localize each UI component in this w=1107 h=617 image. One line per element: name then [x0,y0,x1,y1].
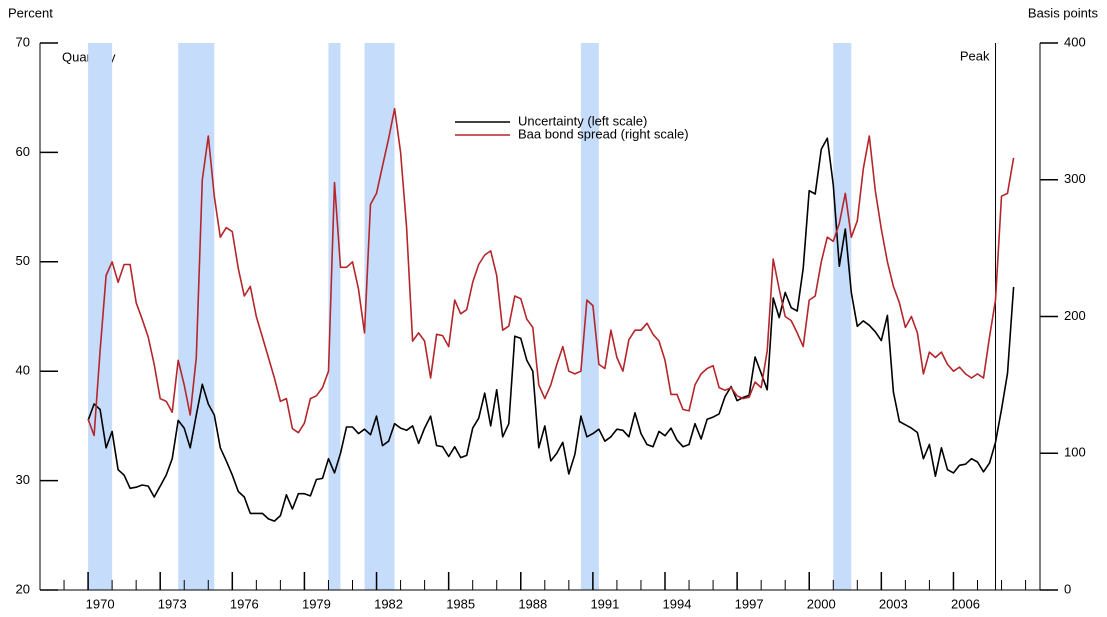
peak-label: Peak [960,48,990,63]
recession-band [364,43,395,590]
y2-tick-label: 200 [1064,308,1086,323]
legend-label: Baa bond spread (right scale) [518,126,689,141]
recession-band [580,43,599,590]
y-axis-label: Percent [8,5,53,20]
y-tick-label: 20 [16,581,30,596]
y2-axis-label: Basis points [1028,5,1099,20]
x-tick-label: 2006 [951,596,980,611]
x-tick-label: 1970 [86,596,115,611]
x-tick-label: 2000 [807,596,836,611]
x-tick-label: 1982 [374,596,403,611]
y2-tick-label: 300 [1064,171,1086,186]
recession-band [88,43,113,590]
x-tick-label: 1985 [446,596,475,611]
y2-tick-label: 400 [1064,34,1086,49]
x-tick-label: 1991 [590,596,619,611]
y-tick-label: 70 [16,34,30,49]
y-tick-label: 30 [16,472,30,487]
y2-tick-label: 0 [1064,581,1071,596]
recession-band [328,43,341,590]
x-tick-label: 1997 [735,596,764,611]
series-line [87,107,1015,437]
series-line [87,137,1015,522]
x-tick-label: 2003 [879,596,908,611]
recession-band [178,43,215,590]
y2-tick-label: 100 [1064,445,1086,460]
x-tick-label: 1994 [663,596,692,611]
x-tick-label: 1976 [230,596,259,611]
y-tick-label: 50 [16,253,30,268]
y-tick-label: 60 [16,144,30,159]
x-tick-label: 1988 [518,596,547,611]
legend-label: Uncertainty (left scale) [518,113,647,128]
x-tick-label: 1979 [302,596,331,611]
recession-band [833,43,852,590]
x-tick-label: 1973 [158,596,187,611]
y-tick-label: 40 [16,363,30,378]
